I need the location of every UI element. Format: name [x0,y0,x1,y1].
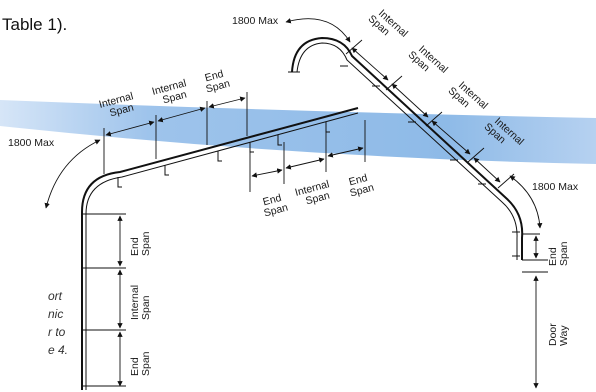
caption-line-1: ort [48,289,63,303]
dim-ticks [345,39,515,189]
label-end-span-bottom-1: EndSpan [260,191,290,220]
dim-arrow [157,106,206,123]
left-track-rail-inner [85,112,359,390]
label-internal-span-bottom: InternalSpan [294,178,334,209]
label-internal-span-2: InternalSpan [151,77,191,108]
label-1800-max-left: 1800 Max [8,137,55,149]
dim-arrow [431,120,471,155]
label-end-span-right: EndSpan [547,241,570,266]
bracket [340,65,520,257]
label-1800-max-right: 1800 Max [532,181,579,193]
label-end-span-bottom-2: EndSpan [346,171,376,200]
dim-arrow [351,47,389,81]
bracket [82,213,92,387]
dim-arrow [391,83,429,118]
label-1800-max-top: 1800 Max [232,15,279,27]
max-arrow-top [285,18,351,43]
dim-arrow [473,157,501,183]
dim-arrow [208,96,246,109]
caption-line-3: r to [48,325,66,339]
label-end-span-lower: EndSpan [129,351,152,376]
table-reference: Table 1). [2,15,67,34]
dim-arrow [327,146,364,158]
dim-ticks [522,233,548,273]
caption-line-4: e 4. [48,343,68,357]
dim-ticks [249,120,366,192]
label-end-span-top: EndSpan [202,67,232,96]
caption-line-2: nic [48,307,63,321]
dim-arrow [105,120,155,137]
label-internal-span-r3: InternalSpan [446,77,490,120]
dim-arrow [251,168,283,178]
dim-ticks [90,213,126,387]
label-internal-span-r1: InternalSpan [366,5,410,48]
max-arrow-left [44,139,101,209]
dim-ticks [103,92,248,174]
label-internal-span-left: InternalSpan [129,285,152,320]
max-arrow-right [509,175,543,229]
label-end-span-upper: EndSpan [129,231,152,256]
label-internal-span-r2: InternalSpan [406,41,450,84]
label-doorway: DoorWay [547,323,570,346]
dim-arrow [285,157,325,170]
